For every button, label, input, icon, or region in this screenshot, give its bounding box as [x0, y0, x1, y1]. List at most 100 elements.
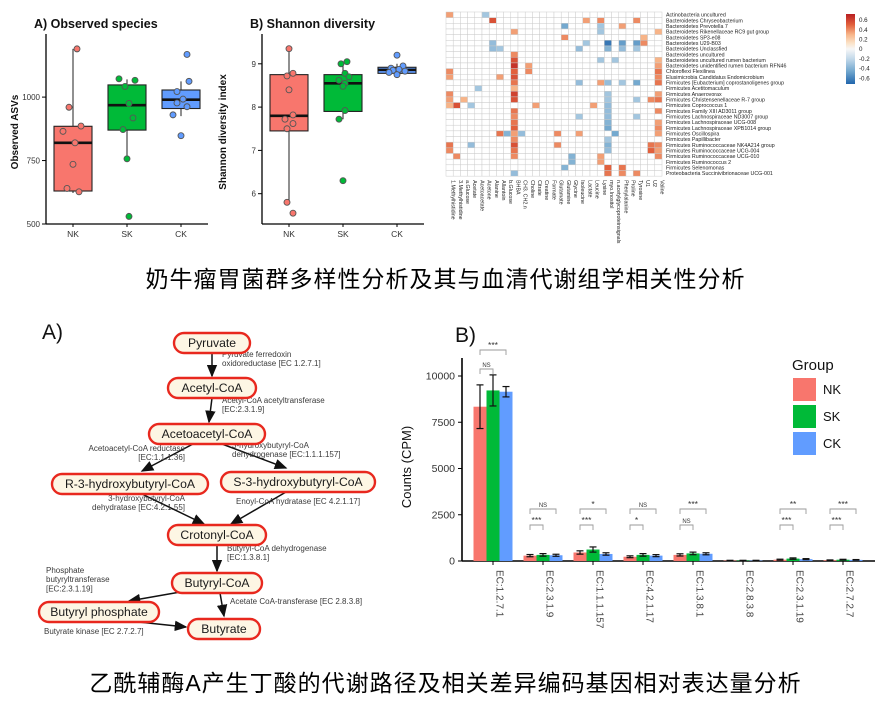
svg-text:Observed ASVs: Observed ASVs — [10, 94, 21, 169]
panel-observed-species-boxplot: 500 750 1000 NK SK CK A) Observed species Obser… — [10, 17, 208, 239]
svg-text:Butyrate: Butyrate — [201, 622, 247, 636]
pathway-node-r3_hydroxybutyryl_coa: R-3-hydroxybutyryl-CoA — [50, 472, 210, 496]
svg-text:Firmicutes Papillibacter: Firmicutes Papillibacter — [666, 137, 721, 143]
svg-text:***: *** — [582, 515, 593, 525]
svg-text:NS: NS — [639, 503, 647, 509]
svg-text:CH3. CH2.n: CH3. CH2.n — [522, 180, 528, 209]
svg-text:*: * — [635, 515, 639, 525]
svg-text:***: *** — [838, 499, 849, 509]
svg-text:Formate: Formate — [550, 180, 556, 200]
svg-text:Bacteroidetes U29-B03: Bacteroidetes U29-B03 — [666, 41, 721, 47]
svg-text:a.Glucose: a.Glucose — [464, 180, 470, 204]
svg-text:NS: NS — [539, 503, 547, 509]
svg-text:Choline: Choline — [529, 180, 535, 198]
svg-text:Bacteroidetes Rikenellaceae RC: Bacteroidetes Rikenellaceae RC9 gut grou… — [666, 30, 769, 36]
svg-text:***: *** — [688, 499, 699, 509]
svg-text:b.Glucose: b.Glucose — [507, 180, 513, 204]
svg-text:Firmicutes Family XIII AD3011: Firmicutes Family XIII AD3011 group — [666, 109, 752, 115]
svg-text:NK: NK — [283, 229, 295, 239]
svg-text:Counts (CPM): Counts (CPM) — [399, 426, 414, 508]
svg-text:Bacteroidetes uncultured: Bacteroidetes uncultured — [666, 52, 725, 58]
svg-text:Glycine: Glycine — [572, 180, 578, 198]
svg-text:EC:1.3.8.1: EC:1.3.8.1 — [694, 570, 705, 618]
svg-text:B): B) — [455, 324, 476, 347]
svg-text:Acetone: Acetone — [486, 180, 492, 199]
svg-text:Tyrosine: Tyrosine — [637, 180, 643, 200]
svg-text:9: 9 — [252, 60, 257, 69]
bar-nk-1 — [523, 555, 537, 561]
svg-text:Butyryl-CoA: Butyryl-CoA — [184, 576, 250, 590]
bar-sk-3 — [636, 554, 650, 561]
bar-sk-1 — [536, 554, 550, 561]
svg-text:Allantoin: Allantoin — [500, 180, 506, 200]
svg-text:[EC:2.3.1.19]: [EC:2.3.1.19] — [46, 584, 93, 593]
svg-text:Bacteroidetes uncultured rumen: Bacteroidetes uncultured rumen bacterium — [666, 58, 766, 64]
svg-text:Firmicutes Lachnospiraceae ND3: Firmicutes Lachnospiraceae ND3007 group — [666, 115, 768, 121]
svg-text:EC:4.2.1.17: EC:4.2.1.17 — [644, 570, 655, 623]
bar-nk-0 — [473, 406, 487, 561]
svg-text:EC:1.1.1.157: EC:1.1.1.157 — [594, 570, 605, 629]
svg-text:Firmicutes Lachnospiraceae XPB: Firmicutes Lachnospiraceae XPB1014 group — [666, 126, 771, 132]
svg-text:Firmicutes Lachnospiraceae UCG: Firmicutes Lachnospiraceae UCG-008 — [666, 120, 756, 126]
svg-text:[EC:1.3.8.1]: [EC:1.3.8.1] — [227, 553, 269, 562]
svg-text:Phenylalanine: Phenylalanine — [622, 180, 628, 213]
legend-swatch-sk — [793, 405, 816, 428]
svg-text:Firmicutes Ruminococcaceae NK4: Firmicutes Ruminococcaceae NK4A214 group — [666, 143, 775, 149]
heatmap-colorbar — [846, 14, 855, 84]
svg-text:Acetate: Acetate — [471, 180, 477, 198]
svg-text:3-hydroxybutyryl-CoA: 3-hydroxybutyryl-CoA — [232, 441, 310, 450]
svg-text:500: 500 — [27, 220, 41, 229]
svg-text:7500: 7500 — [432, 417, 456, 429]
svg-text:6: 6 — [252, 190, 257, 199]
svg-text:Bacteroidetes Unclassfied: Bacteroidetes Unclassfied — [666, 47, 727, 53]
svg-text:NS: NS — [482, 363, 490, 369]
svg-text:Firmicutes Oscillospira: Firmicutes Oscillospira — [666, 131, 719, 137]
svg-text:Lactate: Lactate — [586, 180, 592, 197]
svg-text:Chloroflexi Flexilinea: Chloroflexi Flexilinea — [666, 69, 715, 75]
svg-text:n.acetylglycoproteinsignals: n.acetylglycoproteinsignals — [615, 180, 621, 244]
svg-text:SK: SK — [337, 229, 349, 239]
svg-text:3-hydroxybutyryl-CoA: 3-hydroxybutyryl-CoA — [108, 494, 186, 503]
svg-text:CK: CK — [823, 436, 841, 451]
pathway-node-s3_hydroxybutyryl_coa: S-3-hydroxybutyryl-CoA — [219, 470, 377, 494]
box-nk — [269, 45, 309, 217]
box-nk — [53, 45, 93, 196]
svg-text:Acetyl-CoA: Acetyl-CoA — [182, 381, 244, 395]
pathway-node-pyruvate: Pyruvate — [172, 331, 252, 355]
svg-text:Acetoacetate: Acetoacetate — [478, 180, 484, 211]
box-ck — [377, 51, 417, 79]
svg-text:***: *** — [832, 515, 843, 525]
svg-text:1000: 1000 — [22, 93, 40, 102]
box-sk — [323, 58, 363, 185]
svg-text:Firmicutes Acetitomaculum: Firmicutes Acetitomaculum — [666, 86, 730, 92]
svg-text:Lysine: Lysine — [601, 180, 607, 195]
svg-text:Acetoacetyl-CoA reductase: Acetoacetyl-CoA reductase — [89, 444, 186, 453]
svg-text:EC:2.8.3.8: EC:2.8.3.8 — [744, 570, 755, 618]
svg-text:-0.2: -0.2 — [859, 56, 870, 63]
svg-text:0.6: 0.6 — [859, 17, 868, 24]
svg-text:Firmicutes Ruminococcus 2: Firmicutes Ruminococcus 2 — [666, 160, 731, 166]
bar-nk-4 — [673, 554, 687, 561]
svg-text:Bacteroidetes unidentified rum: Bacteroidetes unidentified rumen bacteri… — [666, 64, 786, 70]
svg-text:0: 0 — [449, 556, 455, 568]
svg-text:Citrate: Citrate — [536, 180, 542, 196]
pathway-node-butyryl_coa: Butyryl-CoA — [170, 571, 264, 595]
pathway-node-butyrate: Butyrate — [186, 617, 262, 641]
svg-text:Pyruvate ferredoxin: Pyruvate ferredoxin — [222, 350, 291, 359]
svg-text:dehydrogenase [EC:1.1.1.157]: dehydrogenase [EC:1.1.1.157] — [232, 450, 341, 459]
caption-pathway-analysis: 乙酰辅酶A产生丁酸的代谢路径及相关差异编码基因相对表达量分析 — [89, 670, 802, 696]
svg-text:0.2: 0.2 — [859, 36, 868, 43]
svg-text:Firmicutes Christensenellaceae: Firmicutes Christensenellaceae R-7 group — [666, 98, 765, 104]
svg-text:0: 0 — [859, 46, 863, 53]
box-sk — [107, 75, 147, 220]
svg-text:Bacteroidetes SP3-e08: Bacteroidetes SP3-e08 — [666, 35, 721, 41]
svg-text:Acetyl-CoA acetyltransferase: Acetyl-CoA acetyltransferase — [222, 396, 325, 405]
bar-sk-4 — [686, 553, 700, 561]
svg-text:8: 8 — [252, 103, 257, 112]
svg-text:Proteobacteria Succinivibriona: Proteobacteria Succinivibrionaceae UCG-0… — [666, 171, 773, 177]
svg-text:***: *** — [782, 515, 793, 525]
svg-text:Proline: Proline — [630, 180, 636, 197]
svg-text:SK: SK — [823, 409, 841, 424]
svg-text:Butyryl-CoA dehydrogenase: Butyryl-CoA dehydrogenase — [227, 544, 327, 553]
